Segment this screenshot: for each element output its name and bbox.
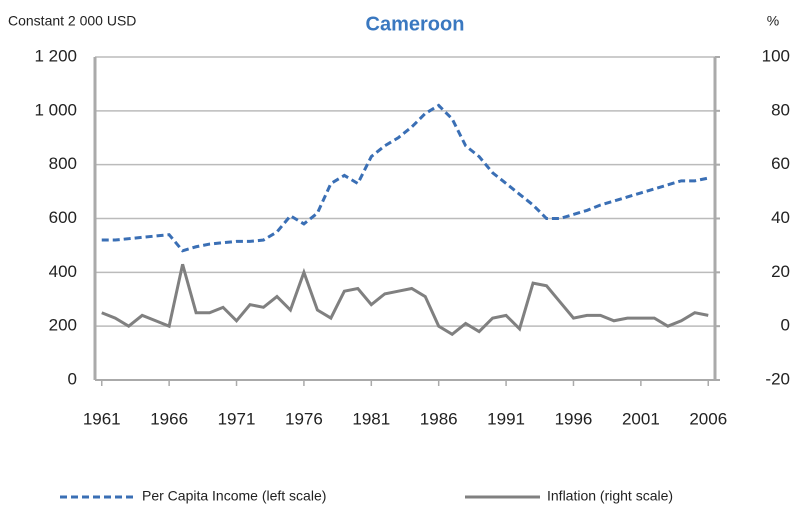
x-tick-label: 1996 [555, 409, 593, 428]
series-line [101, 103, 709, 253]
legend-label: Inflation (right scale) [547, 488, 673, 504]
y2-axis-label: % [767, 13, 779, 29]
y2-tick-label: -20 [765, 369, 790, 388]
y2-tick-label: 40 [771, 208, 790, 227]
y-tick-label: 800 [49, 154, 77, 173]
x-tick-label: 1991 [487, 409, 525, 428]
y2-tick-label: 60 [771, 154, 790, 173]
y-tick-label: 600 [49, 208, 77, 227]
y-tick-label: 200 [49, 316, 77, 335]
y-tick-label: 400 [49, 262, 77, 281]
x-tick-label: 1961 [83, 409, 121, 428]
y-tick-label: 1 000 [34, 100, 77, 119]
x-tick-label: 1971 [218, 409, 256, 428]
x-tick-label: 2006 [689, 409, 727, 428]
legend-label: Per Capita Income (left scale) [142, 488, 326, 504]
x-tick-label: 1981 [352, 409, 390, 428]
y2-tick-label: 80 [771, 100, 790, 119]
y-tick-label: 0 [68, 369, 77, 388]
y2-tick-label: 100 [762, 46, 790, 65]
chart-title: Cameroon [366, 13, 465, 35]
x-tick-label: 2001 [622, 409, 660, 428]
x-tick-label: 1966 [150, 409, 188, 428]
y-tick-label: 1 200 [34, 46, 77, 65]
series-line [101, 263, 709, 337]
x-tick-label: 1976 [285, 409, 323, 428]
y-axis-label: Constant 2 000 USD [8, 13, 136, 29]
y2-tick-label: 20 [771, 262, 790, 281]
y2-tick-label: 0 [781, 316, 790, 335]
x-tick-label: 1986 [420, 409, 458, 428]
